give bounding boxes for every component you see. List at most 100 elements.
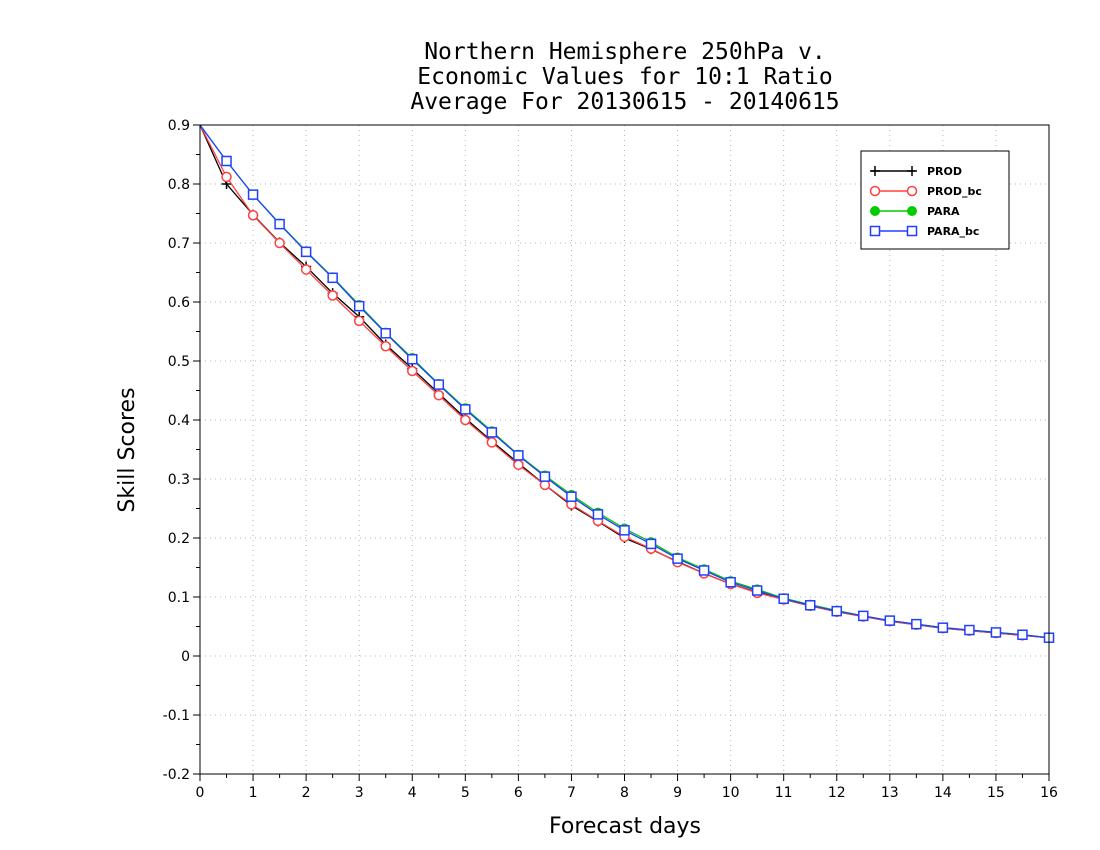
- data-point-para-bc: [353, 300, 365, 312]
- data-point-para-bc: [911, 618, 922, 630]
- legend-item-prod: PROD: [870, 165, 962, 178]
- data-point-para-bc: [380, 328, 391, 339]
- y-tick-label: 0: [181, 649, 190, 665]
- data-point-para-bc: [327, 272, 338, 284]
- legend-marker: [870, 166, 880, 176]
- x-tick-label: 3: [355, 785, 364, 801]
- data-point-para-bc: [964, 624, 975, 636]
- data-point-para-bc: [672, 553, 683, 564]
- data-point-para-bc: [858, 610, 869, 622]
- data-point-para-bc: [990, 627, 1002, 638]
- x-tick-label: 16: [1040, 785, 1058, 801]
- data-point-para-bc: [751, 585, 763, 596]
- y-tick-label: 0.6: [168, 295, 190, 311]
- data-point-para-bc: [937, 622, 949, 633]
- data-point-para-bc: [221, 155, 232, 167]
- legend-label: PROD_bc: [927, 185, 982, 198]
- data-point-para-bc: [778, 593, 789, 605]
- legend-item-para: PARA: [870, 205, 960, 218]
- legend-marker: [906, 185, 918, 197]
- data-point-para-bc: [407, 353, 418, 365]
- data-point-para-bc: [566, 491, 577, 502]
- y-axis: -0.2 -0.1 0 0.1 0.2 0.3 0.4 0.5 0.6 0.7 0.8 0.9: [163, 118, 200, 783]
- data-point-para-bc: [645, 538, 657, 550]
- data-point-para-bc: [486, 427, 498, 438]
- series-para-bc: [199, 124, 1055, 643]
- x-tick-label: 10: [722, 785, 740, 801]
- y-tick-label: -0.2: [163, 767, 190, 783]
- y-axis-label: Skill Scores: [115, 387, 140, 512]
- legend-marker: [907, 166, 917, 176]
- legend-marker: [869, 225, 881, 237]
- legend-box: [860, 150, 1010, 250]
- data-point-para-bc: [433, 379, 445, 390]
- legend-item-para-bc: PARA_bc: [869, 225, 979, 238]
- y-tick-label: 0.8: [168, 177, 190, 193]
- y-tick-label: -0.1: [163, 708, 190, 724]
- title-line-3: Average For 20130615 - 20140615: [410, 89, 839, 115]
- x-tick-label: 4: [408, 785, 417, 801]
- data-point-prod-bc: [433, 389, 445, 401]
- chart-title: Northern Hemisphere 250hPa v. Economic V…: [410, 39, 839, 115]
- data-point-para-bc: [884, 615, 896, 626]
- y-tick-label: 0.4: [168, 413, 190, 429]
- legend-marker: [907, 206, 917, 216]
- legend-marker: [869, 185, 881, 197]
- data-point-para-bc: [592, 509, 604, 520]
- data-point-prod-bc: [247, 210, 259, 221]
- data-point-prod-bc: [486, 437, 498, 448]
- data-point-prod-bc: [221, 171, 232, 183]
- data-point-para-bc: [460, 404, 471, 415]
- data-point-para-bc: [804, 600, 816, 611]
- x-tick-label: 7: [567, 785, 576, 801]
- legend-marker: [870, 206, 880, 216]
- y-tick-label: 0.3: [168, 472, 190, 488]
- legend-item-prod-bc: PROD_bc: [869, 185, 982, 198]
- x-tick-label: 15: [987, 785, 1005, 801]
- data-point-para-bc: [619, 525, 630, 536]
- x-tick-label: 13: [881, 785, 899, 801]
- x-tick-label: 12: [828, 785, 846, 801]
- x-tick-label: 8: [620, 785, 629, 801]
- title-line-2: Economic Values for 10:1 Ratio: [417, 64, 832, 90]
- legend: PROD PROD_bc PARA PARA_bc: [860, 150, 1010, 250]
- data-point-para-bc: [513, 450, 524, 461]
- x-tick-label: 11: [775, 785, 793, 801]
- y-tick-label: 0.5: [168, 354, 190, 370]
- grid: [200, 125, 1049, 774]
- x-axis: 0 1 2 3 4 5 6 7 8 9 10 11 12 13 14 15 16: [196, 774, 1058, 801]
- data-point-prod-bc: [380, 341, 391, 352]
- legend-label: PARA_bc: [927, 225, 979, 238]
- data-point-para-bc: [247, 189, 259, 200]
- legend-label: PARA: [927, 205, 960, 218]
- data-point-para-bc: [831, 605, 842, 617]
- data-point-para-bc: [300, 246, 312, 258]
- x-axis-label: Forecast days: [549, 814, 701, 839]
- data-point-prod-bc: [460, 414, 471, 426]
- data-point-prod-bc: [327, 290, 338, 301]
- y-tick-label: 0.7: [168, 236, 190, 252]
- series-layer: [199, 124, 1055, 643]
- data-point-prod-bc: [407, 365, 418, 377]
- data-point-para-bc: [1017, 629, 1028, 641]
- data-point-para-bc: [698, 565, 710, 576]
- data-point-prod-bc: [274, 237, 285, 249]
- legend-label: PROD: [927, 165, 962, 178]
- x-tick-label: 1: [249, 785, 258, 801]
- x-tick-label: 5: [461, 785, 470, 801]
- data-point-para-bc: [274, 218, 285, 230]
- data-point-prod-bc: [300, 264, 312, 275]
- title-line-1: Northern Hemisphere 250hPa v.: [424, 39, 826, 65]
- legend-marker: [906, 225, 918, 237]
- y-tick-label: 0.1: [168, 590, 190, 606]
- x-tick-label: 6: [514, 785, 523, 801]
- data-point-prod-bc: [353, 315, 365, 327]
- x-tick-label: 0: [196, 785, 205, 801]
- x-tick-label: 9: [673, 785, 682, 801]
- data-point-para-bc: [725, 577, 736, 588]
- data-point-para-bc: [539, 471, 551, 482]
- data-point-prod-bc: [513, 459, 524, 471]
- x-tick-label: 2: [302, 785, 311, 801]
- y-tick-label: 0.9: [168, 118, 190, 134]
